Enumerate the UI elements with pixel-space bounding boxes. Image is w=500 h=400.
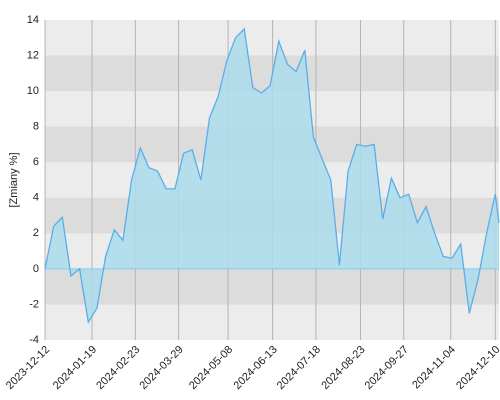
y-tick-label: 4 — [33, 192, 39, 204]
y-tick-label: 14 — [27, 14, 39, 26]
y-tick-label: 10 — [27, 85, 39, 97]
x-tick-label: 2024-08-23 — [319, 344, 367, 392]
y-tick-label: -2 — [29, 298, 39, 310]
y-tick-label: 12 — [27, 49, 39, 61]
area-fill — [45, 28, 499, 323]
x-tick-label: 2024-09-27 — [363, 344, 411, 392]
y-tick-label: 2 — [33, 227, 39, 239]
y-tick-label: -4 — [29, 334, 39, 346]
area-line — [44, 27, 500, 325]
x-tick-label: 2024-01-19 — [51, 344, 99, 392]
y-tick-label: 0 — [33, 263, 39, 275]
x-tick-label: 2024-12-10 — [454, 344, 500, 392]
x-tick-label: 2024-02-23 — [94, 344, 142, 392]
x-tick-label: 2024-03-29 — [137, 344, 185, 392]
x-tick-label: 2024-06-13 — [232, 344, 280, 392]
y-tick-label: 8 — [33, 121, 39, 133]
x-tick-label: 2023-12-12 — [4, 344, 52, 392]
y-axis-label: [Zmiany %] — [8, 152, 20, 207]
grid-band — [45, 268, 499, 305]
x-tick-label: 2024-11-04 — [410, 344, 458, 392]
y-tick-label: 6 — [33, 156, 39, 168]
x-tick-label: 2024-05-08 — [187, 344, 235, 392]
x-tick-label: 2024-07-18 — [275, 344, 323, 392]
